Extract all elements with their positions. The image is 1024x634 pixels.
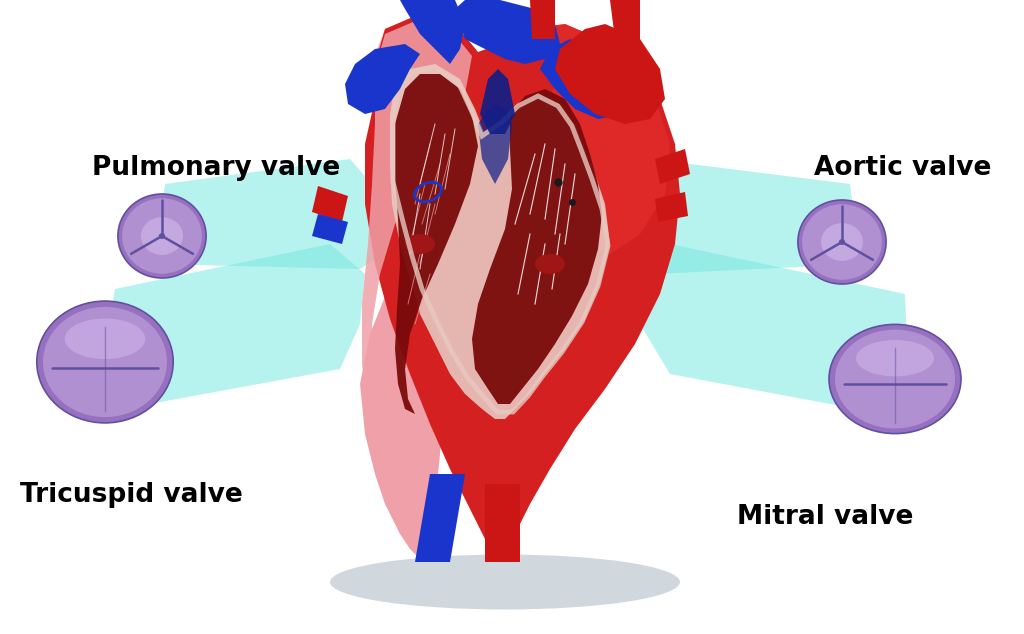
Polygon shape — [415, 474, 465, 562]
Text: Mitral valve: Mitral valve — [737, 503, 913, 530]
Ellipse shape — [821, 223, 863, 261]
Polygon shape — [540, 39, 635, 119]
Ellipse shape — [406, 234, 435, 254]
Text: Tricuspid valve: Tricuspid valve — [20, 481, 244, 508]
Ellipse shape — [835, 330, 955, 429]
Ellipse shape — [330, 555, 680, 609]
Polygon shape — [312, 186, 348, 222]
Polygon shape — [655, 192, 688, 222]
Ellipse shape — [65, 318, 145, 359]
Polygon shape — [455, 0, 560, 64]
Polygon shape — [390, 64, 610, 419]
Ellipse shape — [856, 340, 934, 377]
Ellipse shape — [159, 233, 165, 239]
Ellipse shape — [798, 200, 886, 284]
Polygon shape — [400, 0, 465, 64]
Polygon shape — [655, 149, 690, 184]
Polygon shape — [500, 24, 670, 254]
Polygon shape — [360, 14, 480, 559]
Polygon shape — [530, 0, 555, 39]
Polygon shape — [365, 14, 680, 562]
Polygon shape — [610, 159, 860, 274]
Polygon shape — [312, 214, 348, 244]
Ellipse shape — [802, 204, 882, 280]
Polygon shape — [155, 159, 390, 269]
Polygon shape — [640, 244, 910, 419]
Ellipse shape — [141, 217, 183, 255]
Ellipse shape — [43, 307, 167, 417]
Polygon shape — [345, 44, 420, 114]
Polygon shape — [395, 74, 478, 414]
Ellipse shape — [118, 194, 206, 278]
Polygon shape — [480, 69, 515, 134]
Ellipse shape — [839, 239, 845, 245]
Polygon shape — [478, 104, 512, 184]
Polygon shape — [485, 484, 520, 562]
Ellipse shape — [37, 301, 173, 423]
Polygon shape — [472, 89, 602, 404]
Polygon shape — [362, 19, 472, 552]
Polygon shape — [555, 24, 665, 124]
Text: Aortic valve: Aortic valve — [814, 155, 991, 181]
Ellipse shape — [829, 325, 961, 434]
Polygon shape — [610, 0, 640, 39]
Ellipse shape — [535, 254, 565, 274]
Text: Pulmonary valve: Pulmonary valve — [92, 155, 340, 181]
Ellipse shape — [122, 198, 202, 274]
Polygon shape — [95, 244, 365, 414]
